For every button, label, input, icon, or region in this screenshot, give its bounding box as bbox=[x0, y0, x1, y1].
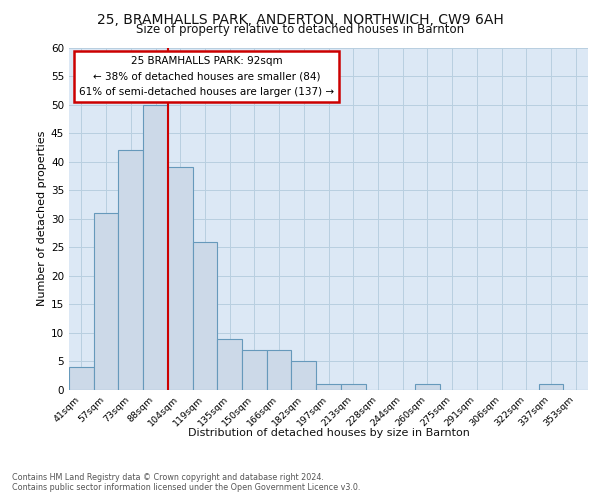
Text: 25 BRAMHALLS PARK: 92sqm
← 38% of detached houses are smaller (84)
61% of semi-d: 25 BRAMHALLS PARK: 92sqm ← 38% of detach… bbox=[79, 56, 334, 98]
Bar bbox=[118, 150, 143, 390]
Text: Distribution of detached houses by size in Barnton: Distribution of detached houses by size … bbox=[188, 428, 470, 438]
Bar bbox=[341, 384, 365, 390]
Bar bbox=[94, 213, 118, 390]
Bar bbox=[69, 367, 94, 390]
Bar bbox=[316, 384, 341, 390]
Y-axis label: Number of detached properties: Number of detached properties bbox=[37, 131, 47, 306]
Bar bbox=[539, 384, 563, 390]
Bar bbox=[267, 350, 292, 390]
Text: Contains HM Land Registry data © Crown copyright and database right 2024.: Contains HM Land Registry data © Crown c… bbox=[12, 472, 324, 482]
Bar bbox=[242, 350, 267, 390]
Bar bbox=[292, 362, 316, 390]
Text: Size of property relative to detached houses in Barnton: Size of property relative to detached ho… bbox=[136, 24, 464, 36]
Bar bbox=[415, 384, 440, 390]
Bar bbox=[168, 168, 193, 390]
Text: 25, BRAMHALLS PARK, ANDERTON, NORTHWICH, CW9 6AH: 25, BRAMHALLS PARK, ANDERTON, NORTHWICH,… bbox=[97, 12, 503, 26]
Bar bbox=[193, 242, 217, 390]
Bar bbox=[217, 338, 242, 390]
Bar bbox=[143, 104, 168, 390]
Text: Contains public sector information licensed under the Open Government Licence v3: Contains public sector information licen… bbox=[12, 482, 361, 492]
